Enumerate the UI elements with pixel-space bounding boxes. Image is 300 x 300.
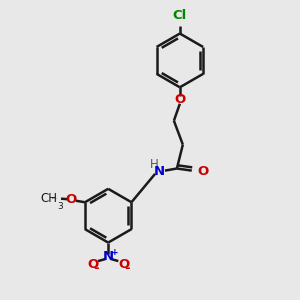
Text: -: - bbox=[93, 262, 98, 275]
Text: O: O bbox=[174, 93, 185, 106]
Text: O: O bbox=[198, 165, 209, 178]
Text: N: N bbox=[153, 165, 164, 178]
Text: methoxy: methoxy bbox=[52, 198, 58, 199]
Text: O: O bbox=[118, 258, 129, 271]
Text: Cl: Cl bbox=[173, 9, 187, 22]
Text: O: O bbox=[87, 258, 98, 271]
Text: O: O bbox=[66, 193, 77, 206]
Text: H: H bbox=[150, 158, 159, 171]
Text: N: N bbox=[103, 250, 114, 262]
Text: +: + bbox=[111, 248, 118, 257]
Text: -: - bbox=[124, 262, 130, 275]
Text: CH: CH bbox=[40, 192, 57, 205]
Text: 3: 3 bbox=[57, 202, 63, 211]
